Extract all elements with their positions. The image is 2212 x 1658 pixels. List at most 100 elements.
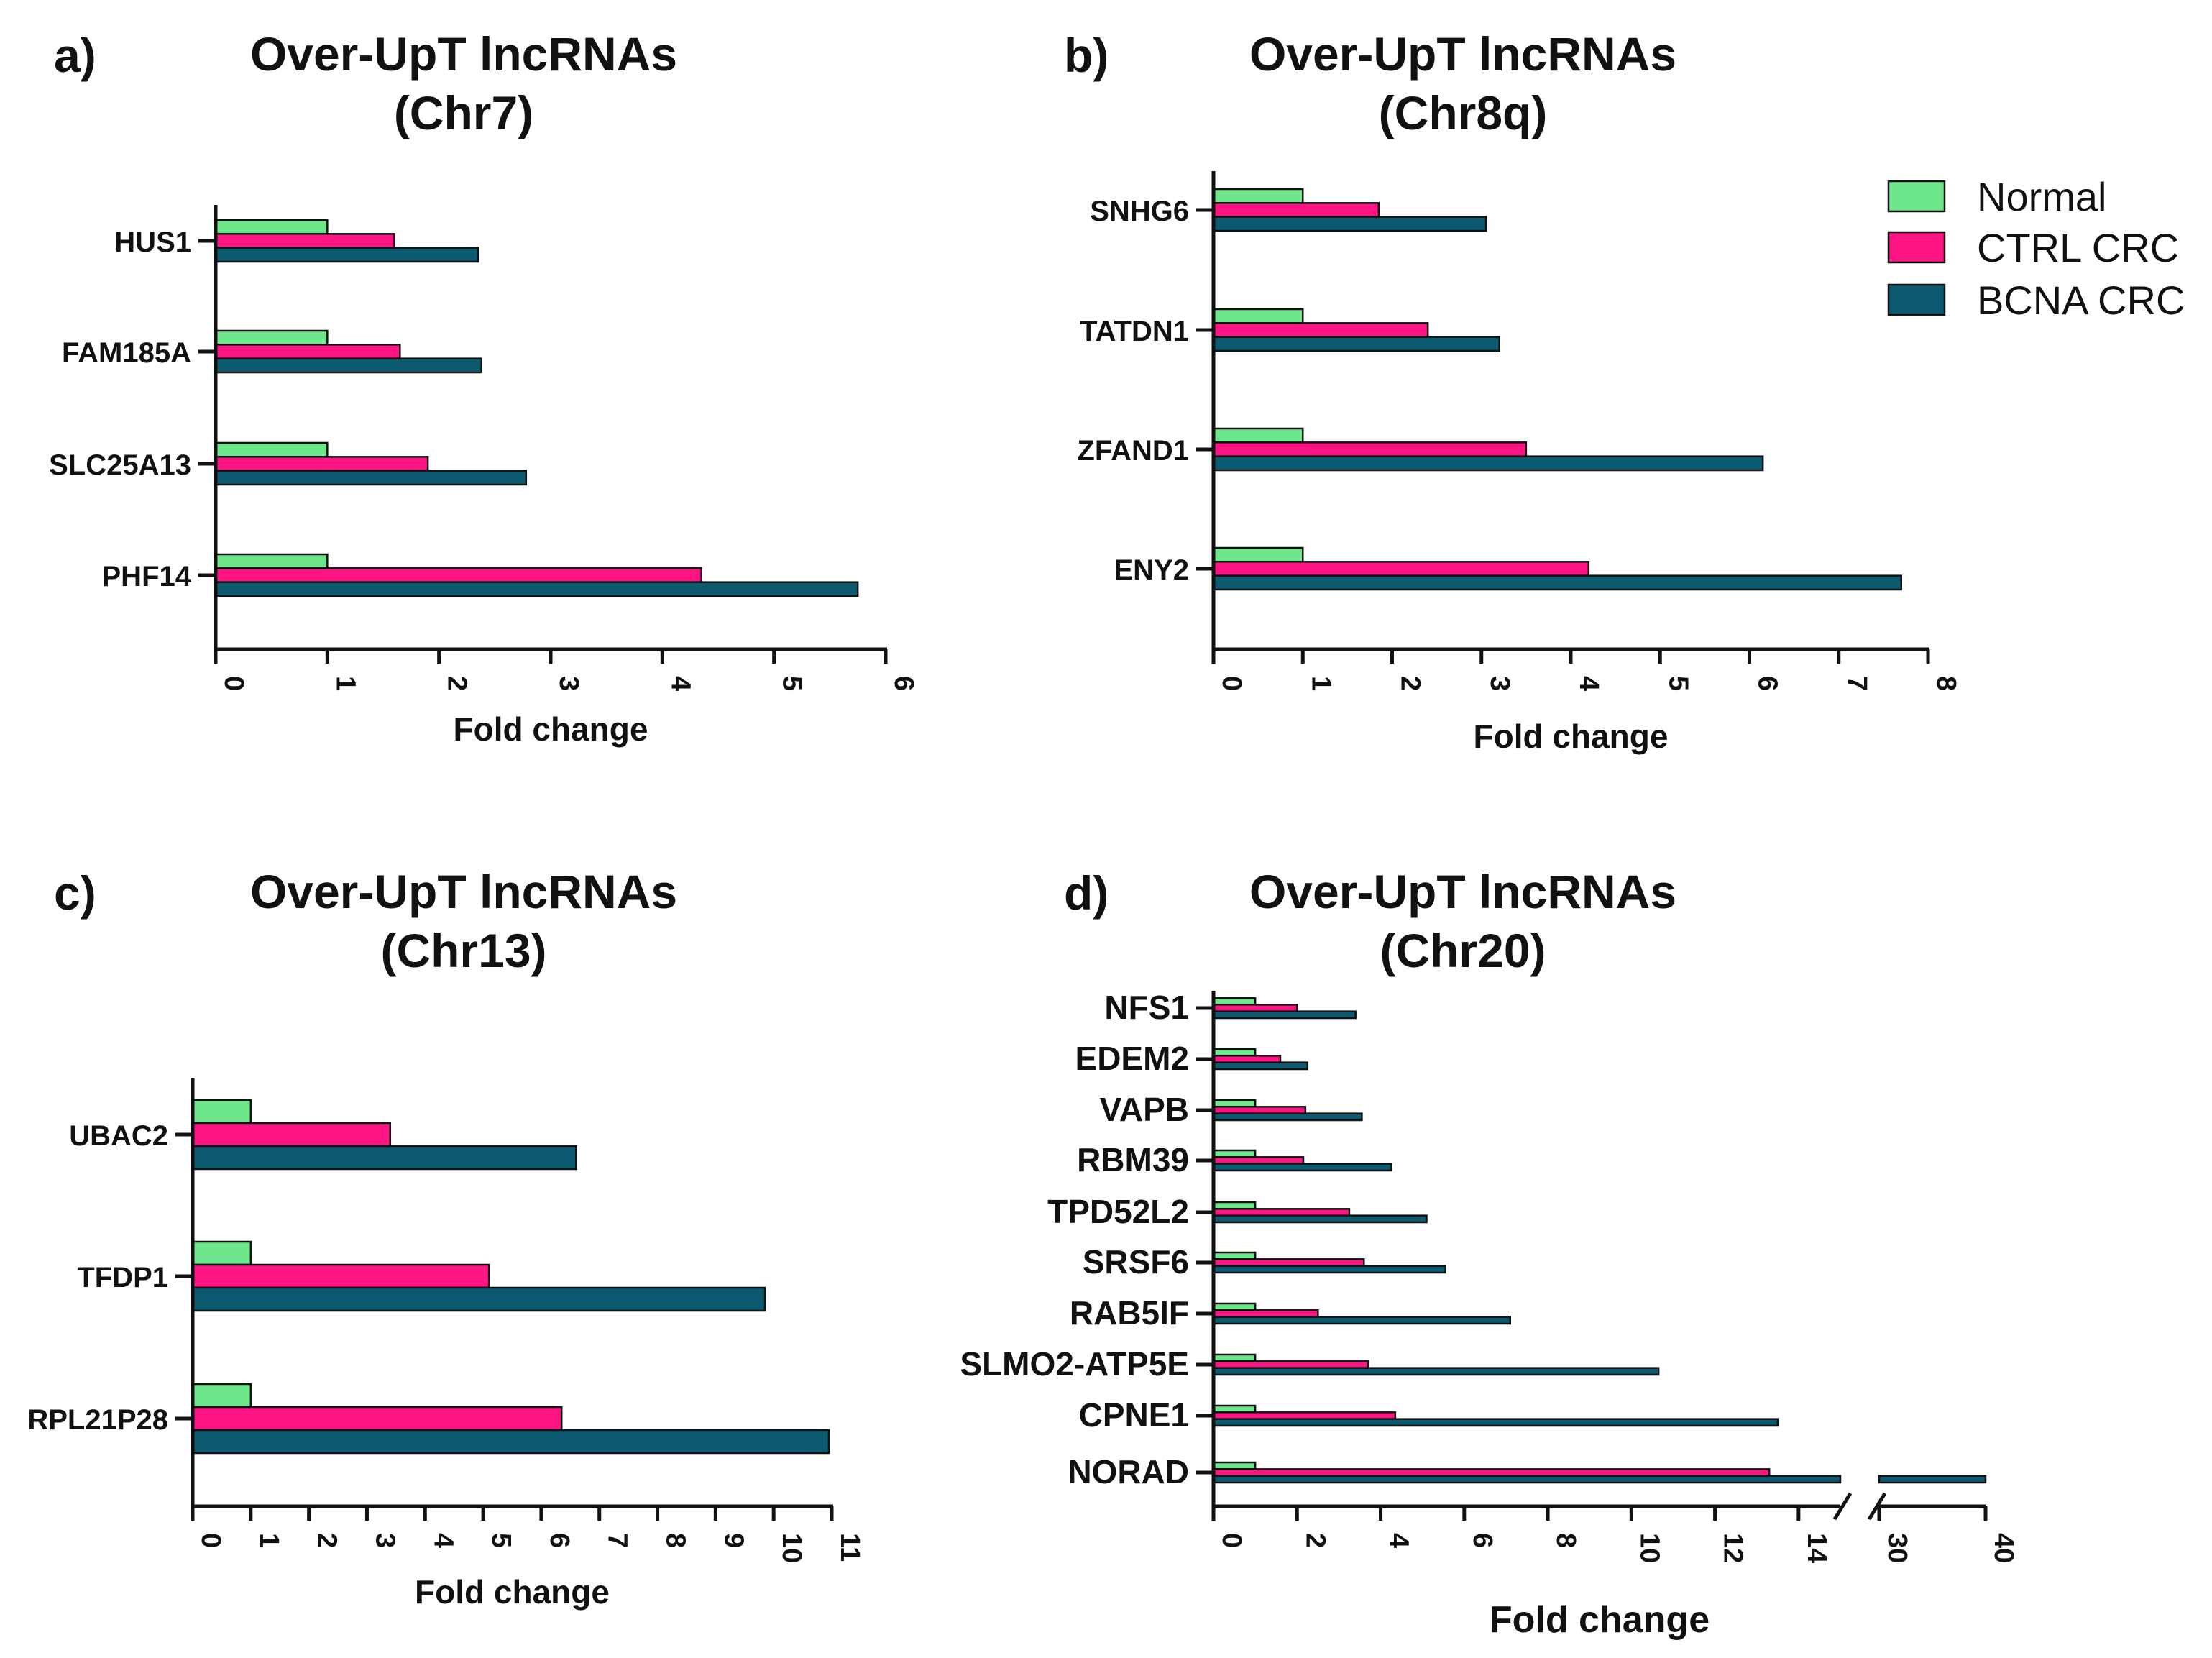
x-tick-label: 10 [776, 1533, 807, 1563]
y-tick-label-edem2: EDEM2 [1075, 1040, 1189, 1077]
y-tick-label-rab5if: RAB5IF [1070, 1294, 1189, 1332]
panel-c-chr13: c) Over-UpT lncRNAs (Chr13) UBAC2 TFDP1 RP… [27, 865, 865, 1611]
x-tick-label: 14 [1802, 1533, 1832, 1563]
y-tick-label-hus1: HUS1 [114, 226, 191, 258]
y-tick-label-ubac2: UBAC2 [69, 1120, 168, 1152]
bar-nfs1-bcna-crc [1212, 1010, 1357, 1020]
x-tick-label: 0 [196, 1533, 226, 1548]
bar-tpd52l2-ctrl-crc [1212, 1208, 1351, 1217]
bar-ubac2-ctrl-crc [191, 1122, 392, 1148]
x-tick-label: 7 [1842, 676, 1872, 691]
bar-rab5if-ctrl-crc [1212, 1309, 1319, 1318]
legend-label-ctrl-crc: CTRL CRC [1977, 225, 2179, 270]
bar-norad-normal [1212, 1461, 1257, 1470]
x-tick-label: 2 [312, 1533, 342, 1548]
panel-label: d) [1064, 866, 1109, 920]
bar-hus1-ctrl-crc [214, 233, 395, 249]
x-tick-label: 0 [1216, 1533, 1247, 1548]
x-tick-label: 2 [1395, 676, 1426, 691]
y-tick-label-fam185a: FAM185A [62, 337, 191, 369]
panel-label: c) [54, 866, 96, 920]
axis-break-mark [1867, 1492, 1887, 1521]
bar-rab5if-normal [1212, 1302, 1257, 1311]
bar-rbm39-bcna-crc [1212, 1163, 1392, 1172]
y-tick-label-rbm39: RBM39 [1077, 1141, 1189, 1178]
x-tick-label: 10 [1634, 1533, 1664, 1563]
chart-title: Over-UpT lncRNAs [1249, 27, 1676, 81]
x-tick-label: 2 [442, 676, 472, 691]
chart-subtitle: (Chr13) [380, 924, 546, 977]
y-tick-label-vapb: VAPB [1100, 1091, 1189, 1128]
y-tick-label-slc25a13: SLC25A13 [49, 449, 191, 481]
bar-rab5if-bcna-crc [1212, 1316, 1511, 1325]
x-tick-label: 3 [370, 1533, 400, 1548]
legend-swatch-ctrl-crc [1887, 231, 1946, 264]
legend-swatch-normal [1887, 180, 1946, 213]
bar-vapb-normal [1212, 1099, 1257, 1108]
chart-title: Over-UpT lncRNAs [250, 865, 677, 918]
bar-cpne1-ctrl-crc [1212, 1411, 1397, 1420]
bar-eny2-ctrl-crc [1212, 561, 1590, 577]
x-axis-label: Fold change [454, 710, 648, 748]
bar-rpl21p28-normal [191, 1383, 252, 1409]
bar-slc25a13-ctrl-crc [214, 456, 429, 472]
x-tick-label: 40 [1988, 1533, 2019, 1563]
bar-cpne1-bcna-crc [1212, 1418, 1779, 1427]
x-axis-label: Fold change [1474, 718, 1669, 755]
bar-phf14-bcna-crc [214, 581, 859, 597]
bar-slmo2-atp5e-bcna-crc [1212, 1367, 1660, 1376]
panel-label: b) [1064, 29, 1109, 82]
x-tick-label: 11 [835, 1533, 865, 1562]
chart-subtitle: (Chr7) [394, 86, 533, 139]
chart-title: Over-UpT lncRNAs [250, 27, 677, 81]
y-tick-label-norad: NORAD [1068, 1453, 1189, 1490]
bar-tpd52l2-normal [1212, 1201, 1257, 1210]
x-axis-label: Fold change [1490, 1599, 1710, 1641]
bar-tfdp1-ctrl-crc [191, 1263, 490, 1289]
x-tick-label: 30 [1882, 1533, 1912, 1563]
bar-norad-ctrl-crc [1212, 1468, 1771, 1477]
bar-nfs1-normal [1212, 997, 1257, 1006]
bar-slc25a13-normal [214, 441, 329, 458]
y-tick-label-eny2: ENY2 [1114, 554, 1190, 586]
x-tick-label: 4 [1574, 676, 1604, 691]
y-tick-label-tfdp1: TFDP1 [77, 1262, 168, 1293]
y-tick-label-rpl21p28: RPL21P28 [27, 1404, 168, 1436]
x-tick-label: 5 [486, 1533, 516, 1548]
x-tick-label: 8 [661, 1533, 691, 1548]
legend-label-normal: Normal [1977, 174, 2106, 219]
bar-eny2-normal [1212, 546, 1304, 563]
x-tick-label: 3 [1484, 676, 1515, 691]
x-tick-label: 4 [1384, 1533, 1414, 1548]
bar-fam185a-ctrl-crc [214, 344, 401, 359]
chart-subtitle: (Chr20) [1380, 924, 1546, 977]
bar-ubac2-bcna-crc [191, 1145, 577, 1171]
panel-label: a) [54, 29, 96, 82]
x-axis-label: Fold change [415, 1573, 610, 1611]
legend: Normal CTRL CRC BCNA CRC [1887, 174, 2185, 323]
bar-cpne1-normal [1212, 1404, 1257, 1414]
bar-fam185a-bcna-crc [214, 357, 482, 374]
bar-slmo2-atp5e-normal [1212, 1353, 1257, 1362]
chart-subtitle: (Chr8q) [1379, 86, 1548, 139]
x-tick-label: 6 [544, 1533, 574, 1548]
legend-swatch-bcna-crc [1887, 283, 1946, 316]
bar-zfand1-bcna-crc [1212, 455, 1764, 472]
y-tick-label-srsf6: SRSF6 [1083, 1243, 1189, 1281]
x-tick-label: 1 [330, 676, 360, 691]
bar-tatdn1-ctrl-crc [1212, 322, 1429, 338]
bar-rbm39-normal [1212, 1149, 1257, 1158]
panel-d-chr20: d) Over-UpT lncRNAs (Chr20) NFS1 EDEM2 VAP… [960, 865, 2019, 1641]
panel-a-chr7: a) Over-UpT lncRNAs (Chr7) HUS1 FAM185A SL… [49, 27, 919, 748]
bar-rpl21p28-ctrl-crc [191, 1406, 563, 1432]
bar-tpd52l2-bcna-crc [1212, 1214, 1428, 1224]
y-tick-label-snhg6: SNHG6 [1090, 196, 1189, 227]
bar-nfs1-ctrl-crc [1212, 1004, 1298, 1012]
bar-vapb-ctrl-crc [1212, 1106, 1307, 1114]
x-tick-label: 5 [777, 676, 807, 691]
x-tick-label: 6 [1753, 676, 1783, 691]
legend-label-bcna-crc: BCNA CRC [1977, 278, 2185, 323]
bar-vapb-bcna-crc [1212, 1112, 1363, 1122]
y-tick-label-slmo2-atp5e: SLMO2-ATP5E [960, 1345, 1189, 1383]
